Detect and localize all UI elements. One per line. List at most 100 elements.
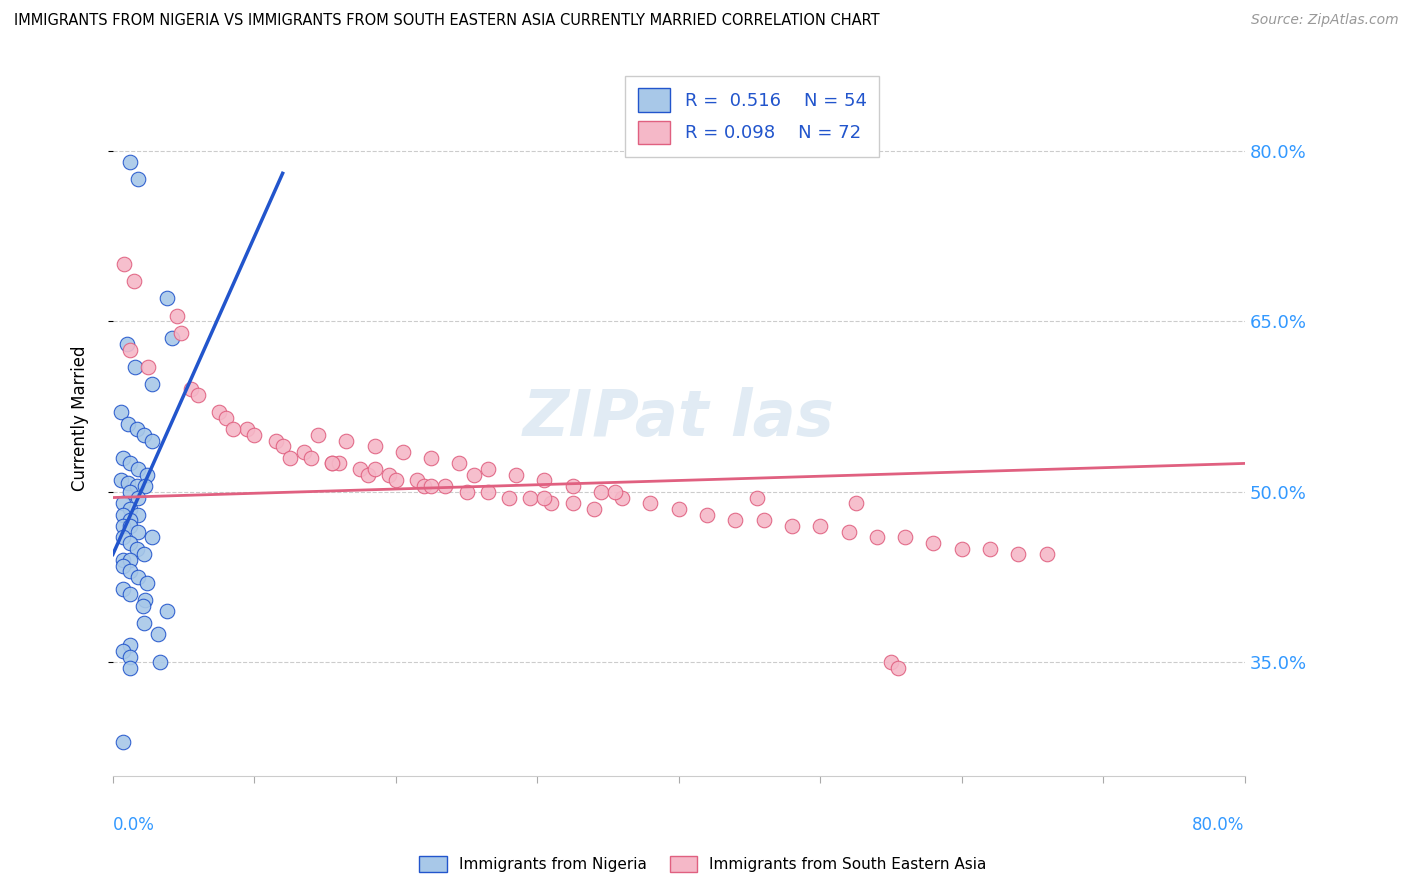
Point [156,292,179,306]
Point [111,508,134,522]
Point [124,359,146,374]
Point [127,570,149,584]
Point [208,405,231,419]
Point [127,524,149,539]
Point [292,445,315,459]
Point [307,428,329,442]
Point [111,519,134,533]
Point [132,615,155,630]
Point [122,274,145,288]
Point [118,649,141,664]
Point [979,541,1001,556]
Point [745,491,768,505]
Point [406,474,429,488]
Point [127,491,149,505]
Point [264,434,287,448]
Point [170,326,193,340]
Point [111,644,134,658]
Point [363,462,385,476]
Point [328,457,350,471]
Point [111,530,134,544]
Point [215,411,238,425]
Point [111,496,134,510]
Point [118,343,141,357]
Text: 0.0%: 0.0% [112,816,155,834]
Point [136,359,159,374]
Point [449,457,471,471]
Point [668,502,690,516]
Point [135,467,157,482]
Point [463,467,485,482]
Point [110,474,132,488]
Point [118,587,141,601]
Point [561,496,583,510]
Point [118,519,141,533]
Legend: R =  0.516    N = 54, R = 0.098    N = 72: R = 0.516 N = 54, R = 0.098 N = 72 [626,76,879,156]
Point [582,502,605,516]
Point [603,484,626,499]
Point [118,484,141,499]
Point [132,548,155,562]
Point [724,513,747,527]
Point [589,484,612,499]
Point [117,417,139,431]
Point [111,558,134,573]
Point [118,155,141,169]
Point [127,508,149,522]
Point [118,661,141,675]
Point [505,467,527,482]
Point [299,450,322,465]
Point [413,479,436,493]
Point [187,388,209,402]
Point [845,496,868,510]
Point [392,445,415,459]
Point [115,337,138,351]
Point [1007,548,1029,562]
Y-axis label: Currently Married: Currently Married [72,345,89,491]
Point [887,661,910,675]
Point [385,474,408,488]
Point [1035,548,1057,562]
Point [111,582,134,596]
Point [456,484,478,499]
Point [222,422,245,436]
Point [696,508,718,522]
Point [271,439,294,453]
Point [118,457,141,471]
Point [141,530,163,544]
Point [434,479,457,493]
Point [866,530,889,544]
Point [118,565,141,579]
Point [498,491,520,505]
Point [477,462,499,476]
Point [131,599,153,613]
Text: ZIPat las: ZIPat las [523,387,835,449]
Point [162,331,184,345]
Point [922,536,945,550]
Point [127,462,149,476]
Point [156,604,179,618]
Point [135,575,157,590]
Point [780,519,803,533]
Point [125,422,148,436]
Point [125,479,148,493]
Point [561,479,583,493]
Point [180,383,202,397]
Point [118,639,141,653]
Point [243,428,266,442]
Point [134,479,156,493]
Point [125,541,148,556]
Point [420,450,443,465]
Point [112,257,135,271]
Point [110,405,132,419]
Point [612,491,634,505]
Point [236,422,259,436]
Point [118,513,141,527]
Point [356,467,378,482]
Point [377,467,399,482]
Point [321,457,343,471]
Point [335,434,357,448]
Point [148,656,170,670]
Point [321,457,343,471]
Point [420,479,443,493]
